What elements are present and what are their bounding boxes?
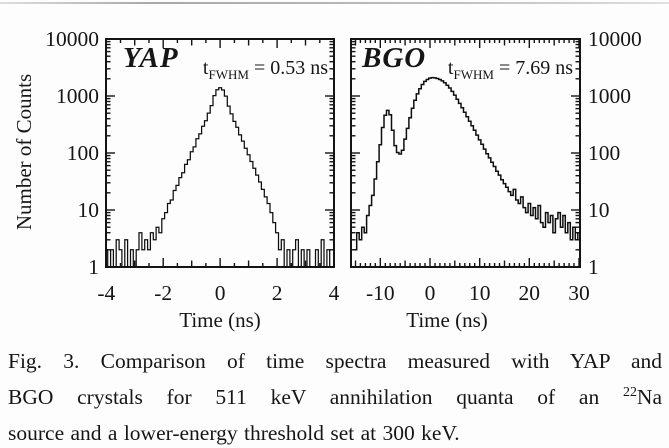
y-tick-label: 100	[588, 141, 620, 165]
yaxis-label: Number of Counts	[12, 74, 36, 230]
scan-artifact-line	[0, 2, 669, 4]
bgo-histogram	[354, 76, 580, 251]
x-tick-label: -2	[154, 281, 172, 305]
yap-xaxis-label: Time (ns)	[179, 308, 261, 332]
yap-histogram	[106, 87, 334, 267]
y-tick-label: 10	[588, 198, 610, 222]
bgo-xaxis-label: Time (ns)	[406, 308, 488, 332]
x-tick-label: 0	[425, 281, 436, 305]
yap-title: YAP	[123, 42, 179, 74]
y-tick-label: 10000	[588, 27, 642, 51]
y-tick-label: 1000	[588, 84, 631, 108]
yap-fwhm-annotation: tFWHM = 0.53 ns	[203, 57, 328, 82]
caption-line-1: Fig. 3. Comparison of time spectra measu…	[8, 344, 662, 380]
caption-text: Na	[636, 384, 662, 409]
x-tick-label: -4	[97, 281, 115, 305]
x-tick-label: -10	[366, 281, 395, 305]
caption-text: BGO crystals for 511 keV annihilation qu…	[8, 384, 623, 409]
x-tick-label: 30	[568, 281, 590, 305]
y-tick-label: 1	[588, 255, 599, 279]
caption-line-3: source and a lower-energy threshold set …	[8, 416, 662, 448]
y-tick-label: 100	[67, 141, 99, 165]
caption-text: source and a lower-energy threshold set …	[8, 420, 460, 445]
y-tick-label: 10	[78, 198, 100, 222]
x-tick-label: 0	[215, 281, 226, 305]
y-tick-label: 1000	[56, 84, 99, 108]
plot-layer: -4 -2 0 2 4 10000 1000 100 10 1 -10 0 10 20 30 10000 100…	[45, 27, 642, 305]
x-tick-label: 4	[329, 281, 340, 305]
y-tick-label: 10000	[45, 27, 99, 51]
caption-line-2: BGO crystals for 511 keV annihilation qu…	[8, 380, 662, 416]
x-tick-label: 10	[469, 281, 491, 305]
caption-text: Fig. 3. Comparison of time spectra measu…	[8, 349, 662, 373]
isotope-superscript: 22	[622, 384, 637, 400]
bgo-title: BGO	[361, 42, 426, 74]
time-spectra-figure: -4 -2 0 2 4 10000 1000 100 10 1 -10 0 10 20 30 10000 100…	[12, 27, 642, 332]
figure-caption: Fig. 3. Comparison of time spectra measu…	[8, 344, 662, 448]
x-tick-label: 2	[272, 281, 283, 305]
y-tick-label: 1	[88, 255, 99, 279]
x-tick-label: 20	[519, 281, 541, 305]
bgo-fwhm-annotation: tFWHM = 7.69 ns	[448, 57, 573, 82]
